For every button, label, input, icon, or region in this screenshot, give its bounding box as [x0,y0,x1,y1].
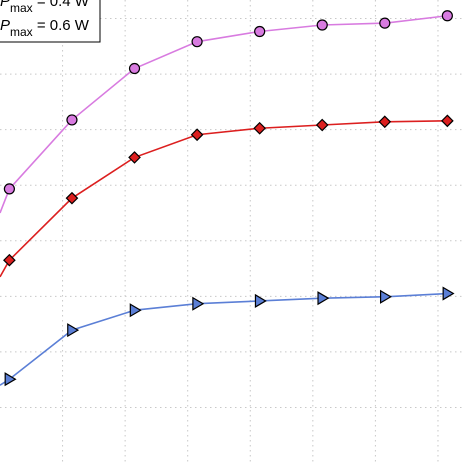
legend-entry-1: Pmax = 0.4 W [0,0,90,15]
data-point [378,115,392,129]
legend: Pmax = 0.4 W Pmax = 0.6 W [0,0,101,43]
legend-entry-1-symbol: P [0,0,10,10]
data-point [128,151,141,164]
data-point [379,289,392,304]
legend-entry-2-text: = 0.6 W [33,17,90,34]
data-point [254,293,267,308]
data-point [3,183,15,195]
legend-entry-1-sub: max [10,1,33,15]
data-point [379,17,391,29]
legend-entry-2-sub: max [10,25,33,39]
data-point [190,128,204,142]
legend-entry-2: Pmax = 0.6 W [0,17,90,39]
data-point [191,36,203,48]
series-line-3 [0,292,448,386]
legend-entry-1-text: = 0.4 W [33,0,90,10]
data-point [3,253,16,267]
data-point [441,10,453,22]
data-point [441,114,454,128]
data-point [317,291,330,306]
data-point [4,372,17,387]
data-point [65,191,79,205]
data-point [442,286,455,301]
legend-box [0,0,101,43]
data-point [66,114,78,126]
data-point [128,62,141,75]
data-point [129,303,142,318]
data-point [67,323,80,338]
data-point [315,118,329,132]
data-point [254,25,266,38]
data-point [192,296,205,311]
data-point [316,19,328,31]
series-layer [0,10,455,387]
legend-entry-2-symbol: P [0,17,10,34]
series-line-1 [0,14,448,214]
data-point [253,121,267,135]
